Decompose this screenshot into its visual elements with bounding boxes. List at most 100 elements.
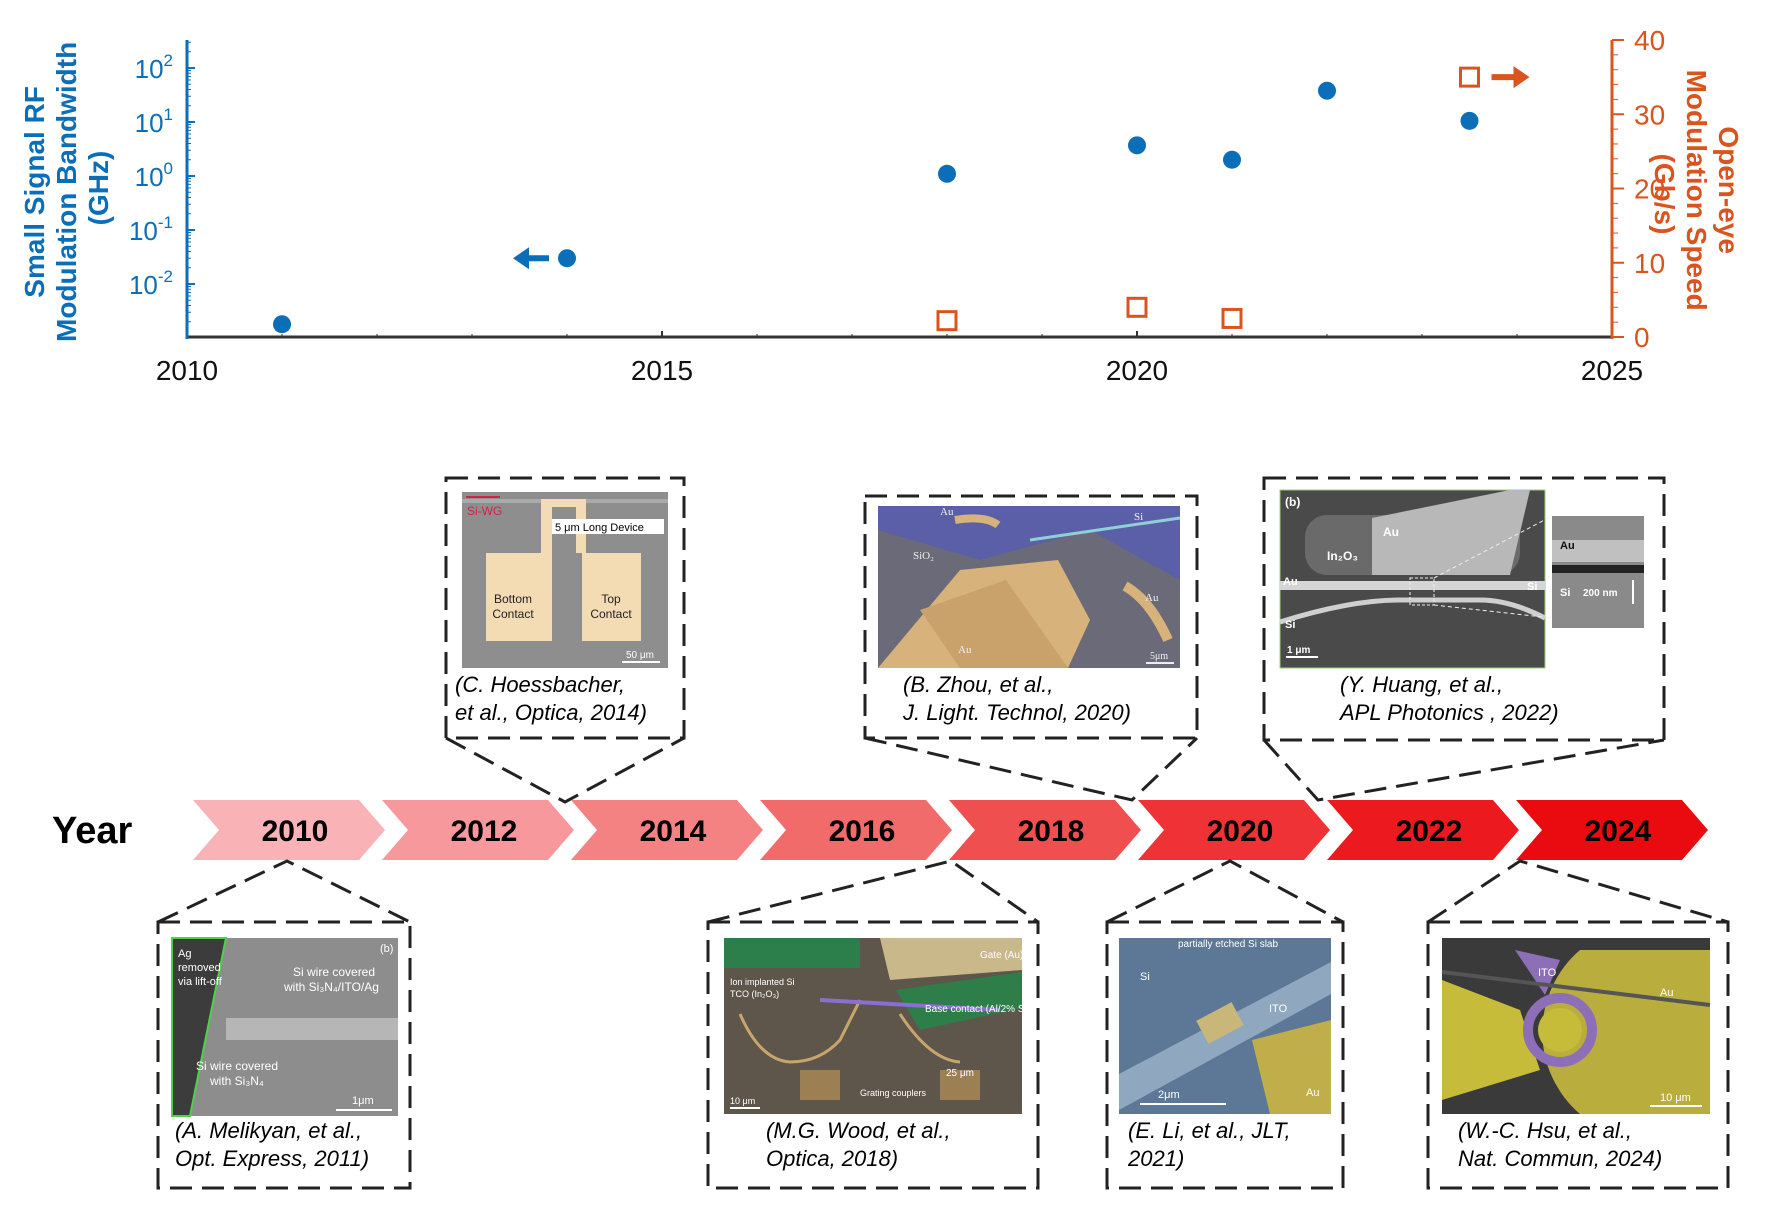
ref-image-hoessbacher: Si-WG 5 μm Long Device Bottom Contact To… [462,492,668,668]
scale-bar-label: 5μm [1150,651,1168,662]
timeline-chevron [1516,800,1708,860]
scale-bar-label: 1 μm [1287,645,1310,656]
image-label: Si wire covered [196,1059,278,1073]
scale-bar-label: 2μm [1158,1089,1180,1101]
right-y-tick-label: 40 [1634,25,1665,56]
citation-huang: (Y. Huang, et al., APL Photonics , 2022) [1338,672,1559,725]
image-label: Ag [178,948,191,960]
citation-wood: (M.G. Wood, et al., Optica, 2018) [766,1118,957,1171]
left-axis-title-line: Small Signal RF [19,86,50,298]
label-box [552,519,664,534]
au-strip [1280,581,1545,590]
ref-image-li: partially etched Si slab Si ITO 2μm Au [1119,938,1331,1114]
left-axis-title: Small Signal RF Modulation Bandwidth (GH… [19,34,114,342]
top-callouts [444,476,1666,804]
callout-connector [707,859,1039,924]
ref-image-zhou: Au Si SiO₂ Au Au 5μm [878,506,1181,668]
image-label: 25 μm [946,1068,974,1079]
left-axis-title-line: (GHz) [83,151,114,226]
timeline-year-label: 2022 [1396,815,1463,848]
timeline-year-label: 2020 [1207,815,1274,848]
scale-bar-label: 50 μm [626,650,654,661]
scale-bar-label: 10 μm [730,1096,755,1106]
timeline-year-label: 2010 [262,815,329,848]
au-pad [1252,1020,1331,1114]
right-axis-title: Open-eye Modulation Speed (Gb/s) [1649,70,1744,319]
timeline-chevron [193,800,385,860]
image-label: Si [1560,587,1570,599]
ring-resonator [1523,993,1597,1067]
ring-core [1538,1008,1582,1052]
image-label: Au [940,506,954,518]
image-label: Gate (Au) [980,950,1023,961]
waveguide [898,1013,961,1064]
waveguide [1029,516,1181,542]
left-axis-indicator-head [513,247,529,270]
image-label: Contact [492,607,534,621]
au-pad-2 [920,580,1068,668]
au-left [1442,980,1540,1100]
citation-hsu: (W.-C. Hsu, et al., Nat. Commun, 2024) [1458,1118,1662,1171]
x-tick-label: 2010 [156,355,218,386]
timeline-year-label: 2016 [829,815,896,848]
x-tick-label: 2015 [631,355,693,386]
image-label: Contact [590,607,632,621]
callout-box [156,920,412,1190]
left-axis-title-line: Modulation Bandwidth [51,42,82,342]
timeline-year-label: 2018 [1018,815,1085,848]
image-label: (b) [380,943,393,955]
data-point-circle [938,164,956,183]
x-tick-label: 2020 [1106,355,1168,386]
data-point-square [936,310,958,332]
bottom-callouts [156,859,1730,1190]
si-wire [226,1018,398,1040]
citation-li: (E. Li, et al., JLT, 2021) [1127,1118,1297,1171]
callout-box [1426,920,1730,1190]
image-label: Si [1140,971,1150,983]
timeline-chevron [382,800,574,860]
scale-bar-label: 200 nm [1583,588,1618,599]
left-y-axis: 102 101 100 10-1 10-2 [129,40,195,339]
callout-connector [1106,859,1344,924]
x-tick-label: 2025 [1581,355,1643,386]
timeline-year-label: 2012 [451,815,518,848]
callout-box [444,476,686,740]
image-label: Au [1560,540,1575,552]
data-point-circle [273,315,291,334]
image-label: Bottom [494,592,532,606]
right-axis-title-line: Modulation Speed [1681,70,1712,311]
ref-image-huang: (b) Au In₂O₃ Au Si Si 1 μm Au Si 200 nm [1279,489,1644,669]
image-label: with Si₃N₄/ITO/Ag [283,980,379,994]
callout-connector [864,736,1199,802]
zoom-guide [1433,604,1553,619]
device-contacts [486,499,641,641]
citation-zhou: (B. Zhou, et al., J. Light. Technol, 202… [902,672,1131,725]
left-y-tick-label: 10-1 [129,213,173,246]
data-point-circle [1223,150,1241,169]
image-label: partially etched Si slab [1178,939,1278,950]
image-label: Au [958,644,972,656]
image-label: Grating couplers [860,1088,927,1098]
callout-box [706,920,1040,1190]
image-label: Au [1145,592,1159,604]
si-waveguide [1279,597,1547,625]
citation-hoessbacher: (C. Hoessbacher, et al., Optica, 2014) [455,672,647,725]
image-label: Au [1383,525,1399,539]
timeline-chevron [1327,800,1519,860]
device-line [819,998,1001,1012]
si-slab [1119,962,1331,1110]
image-label: Si [1134,511,1143,523]
image-label: SiO₂ [913,550,934,562]
callout-connector [157,859,411,924]
image-label: Si [1527,581,1537,593]
callout-box [1262,476,1666,742]
data-point-circle [1128,136,1146,155]
left-y-tick-label: 100 [135,159,173,192]
data-point-circle [558,249,576,268]
data-point-square [1221,307,1243,329]
data-point-circle [1318,81,1336,100]
au-pad [1372,490,1530,575]
data-point-circle [1460,111,1479,130]
waveguide [738,999,862,1064]
